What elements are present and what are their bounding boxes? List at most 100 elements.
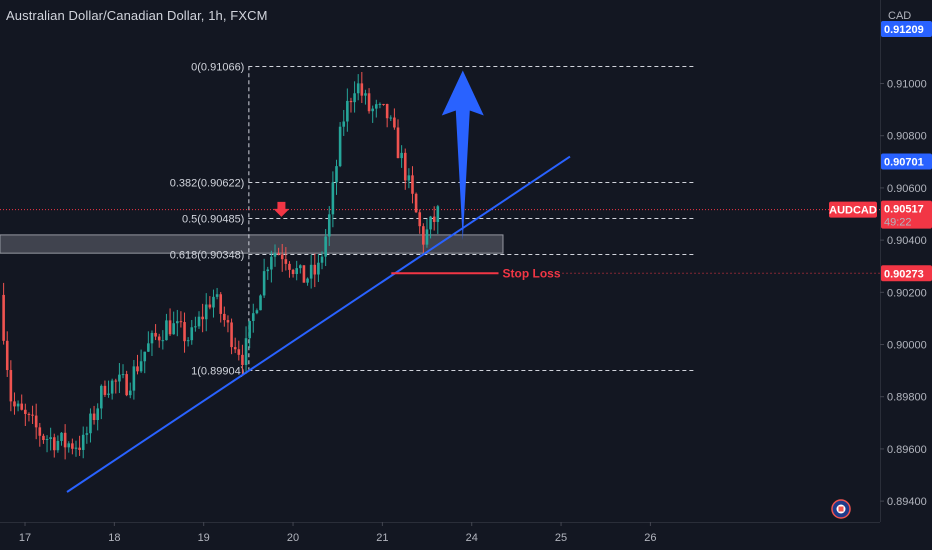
x-tick-label: 25 xyxy=(555,532,567,544)
candle-down xyxy=(38,427,42,436)
candle-down xyxy=(411,175,414,194)
x-tick-label: 26 xyxy=(644,532,656,544)
up-arrow-marker xyxy=(441,70,484,241)
candle-up xyxy=(49,437,52,440)
candle-up xyxy=(436,206,440,222)
candle-up xyxy=(338,126,342,167)
candle-up xyxy=(143,351,147,362)
candle-up xyxy=(128,390,132,396)
candle-up xyxy=(270,256,273,270)
candle-down xyxy=(183,322,186,342)
candle-up xyxy=(204,304,208,320)
candle-up xyxy=(389,117,393,119)
candle-up xyxy=(255,310,259,314)
candle-up xyxy=(215,294,219,297)
candle-up xyxy=(16,403,20,407)
candle-up xyxy=(248,320,251,339)
price-tag xyxy=(881,153,932,170)
candle-down xyxy=(208,304,212,308)
candle-up xyxy=(175,321,179,324)
candle-down xyxy=(2,294,5,341)
candle-down xyxy=(432,216,436,222)
candle-up xyxy=(320,256,324,263)
candle-down xyxy=(223,313,226,321)
candle-down xyxy=(403,152,407,181)
candle-up xyxy=(400,152,403,159)
flag-icon[interactable] xyxy=(831,499,851,519)
candle-up xyxy=(262,271,266,296)
candle-up xyxy=(118,374,121,382)
candle-down xyxy=(237,349,241,355)
candle-up xyxy=(121,374,125,376)
y-tick-label: 0.89800 xyxy=(887,392,927,404)
fib-level-label: 0.382(0.90622) xyxy=(170,178,245,190)
candle-down xyxy=(277,253,280,255)
y-tick-label: 0.90000 xyxy=(887,340,927,352)
candle-up xyxy=(110,380,114,394)
candle-down xyxy=(226,320,230,323)
fib-level-label: 1(0.89904) xyxy=(191,366,244,378)
price-axis-currency: CAD xyxy=(888,10,911,22)
candle-up xyxy=(251,313,255,321)
candle-up xyxy=(172,323,175,335)
price-tag-value: 0.90273 xyxy=(884,268,924,280)
candle-down xyxy=(284,259,288,264)
candle-up xyxy=(81,434,85,450)
candle-down xyxy=(393,117,396,128)
x-tick-label: 20 xyxy=(287,532,299,544)
candle-up xyxy=(331,182,335,215)
candle-down xyxy=(13,401,16,407)
candle-down xyxy=(233,347,237,350)
candle-down xyxy=(63,432,67,448)
candle-down xyxy=(114,380,118,382)
x-tick-label: 24 xyxy=(466,532,478,544)
y-tick-label: 0.89400 xyxy=(887,496,927,508)
candle-up xyxy=(56,440,60,451)
x-tick-label: 18 xyxy=(108,532,120,544)
candle-down xyxy=(157,336,161,341)
candle-down xyxy=(42,435,45,440)
candle-down xyxy=(9,370,13,402)
y-tick-label: 0.91000 xyxy=(887,79,927,91)
candle-down xyxy=(179,321,183,323)
candle-down xyxy=(31,414,34,416)
y-tick-label: 0.90800 xyxy=(887,131,927,143)
chart-title: Australian Dollar/Canadian Dollar, 1h, F… xyxy=(6,8,268,23)
candle-down xyxy=(367,93,371,112)
candle-up xyxy=(429,216,432,230)
candle-down xyxy=(288,263,291,270)
candle-down xyxy=(24,409,27,414)
candle-down xyxy=(52,437,56,451)
price-tag-value: 0.91209 xyxy=(884,24,924,36)
candle-up xyxy=(96,408,99,421)
candle-up xyxy=(327,214,331,237)
y-tick-label: 0.90200 xyxy=(887,287,927,299)
candle-up xyxy=(299,265,302,269)
down-arrow-marker xyxy=(273,201,290,217)
candle-up xyxy=(147,343,150,352)
candle-up xyxy=(107,393,110,395)
candle-up xyxy=(45,439,49,441)
candle-down xyxy=(385,103,389,119)
x-tick-label: 17 xyxy=(19,532,31,544)
candle-down xyxy=(291,269,295,275)
price-tag xyxy=(881,200,932,229)
candle-down xyxy=(71,443,74,449)
candle-up xyxy=(295,268,298,275)
candle-down xyxy=(20,403,24,410)
candle-down xyxy=(154,332,157,337)
candle-up xyxy=(190,327,194,341)
candle-up xyxy=(346,100,349,122)
candle-down xyxy=(219,294,223,314)
candle-down xyxy=(360,83,364,96)
candle-up xyxy=(324,236,327,257)
candle-up xyxy=(161,340,165,342)
candle-down xyxy=(201,316,204,320)
candle-down xyxy=(280,254,284,260)
price-tag-countdown: 49:22 xyxy=(884,217,912,229)
candle-down xyxy=(230,322,233,348)
fib-level-label: 0.5(0.90485) xyxy=(182,214,244,226)
candle-up xyxy=(60,432,63,441)
candle-up xyxy=(378,103,382,105)
